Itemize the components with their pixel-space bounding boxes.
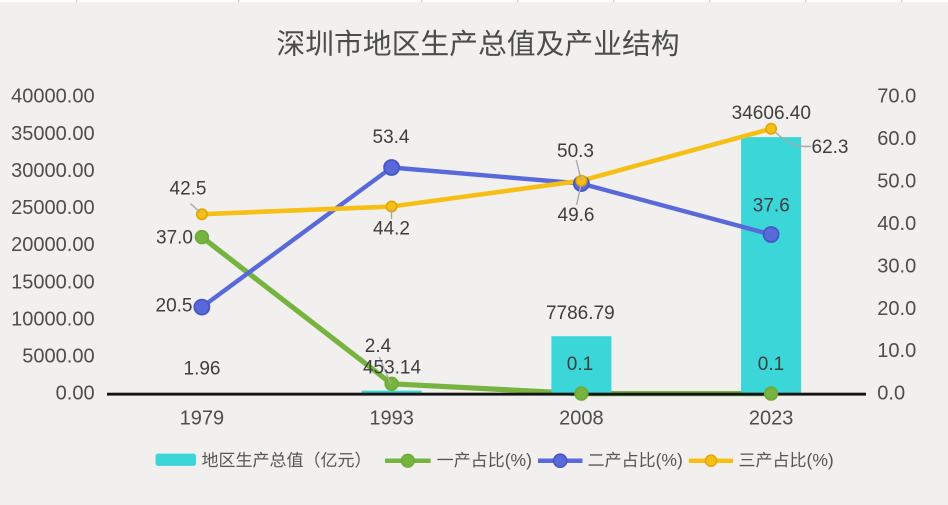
svg-text:10000.00: 10000.00 — [11, 308, 94, 330]
svg-text:5000.00: 5000.00 — [22, 345, 94, 367]
svg-text:1993: 1993 — [369, 407, 414, 429]
svg-text:37.6: 37.6 — [753, 196, 790, 217]
svg-text:0.1: 0.1 — [758, 354, 784, 375]
svg-text:49.6: 49.6 — [558, 205, 595, 226]
svg-text:40.0: 40.0 — [877, 213, 916, 235]
svg-text:53.4: 53.4 — [373, 127, 410, 148]
svg-text:20.5: 20.5 — [156, 295, 193, 316]
svg-text:0.00: 0.00 — [56, 383, 95, 405]
svg-text:1.96: 1.96 — [184, 359, 221, 380]
svg-text:30000.00: 30000.00 — [11, 160, 94, 182]
svg-text:20000.00: 20000.00 — [11, 234, 94, 256]
svg-text:50.3: 50.3 — [557, 141, 594, 162]
svg-text:10.0: 10.0 — [877, 340, 916, 362]
svg-text:2.4: 2.4 — [365, 336, 392, 357]
svg-text:(%): (%) — [505, 450, 532, 470]
svg-text:37.0: 37.0 — [156, 227, 193, 248]
svg-text:7786.79: 7786.79 — [546, 303, 615, 324]
svg-text:34606.40: 34606.40 — [732, 103, 811, 124]
svg-text:15000.00: 15000.00 — [11, 271, 94, 293]
svg-text:0.0: 0.0 — [877, 383, 905, 405]
svg-text:20.0: 20.0 — [877, 298, 916, 320]
svg-text:(%): (%) — [807, 450, 834, 470]
svg-text:60.0: 60.0 — [877, 128, 916, 150]
svg-text:42.5: 42.5 — [170, 179, 207, 200]
svg-text:2023: 2023 — [749, 407, 794, 429]
svg-text:62.3: 62.3 — [812, 137, 849, 158]
svg-text:1979: 1979 — [180, 407, 225, 429]
svg-text:25000.00: 25000.00 — [11, 197, 94, 219]
svg-text:0.1: 0.1 — [567, 354, 593, 375]
svg-text:(%): (%) — [656, 450, 683, 470]
svg-text:453.14: 453.14 — [363, 357, 422, 378]
svg-text:50.0: 50.0 — [877, 171, 916, 193]
svg-text:40000.00: 40000.00 — [11, 86, 94, 108]
svg-text:30.0: 30.0 — [877, 255, 916, 277]
svg-text:44.2: 44.2 — [373, 219, 410, 240]
svg-text:70.0: 70.0 — [877, 86, 916, 108]
svg-text:2008: 2008 — [559, 407, 604, 429]
svg-text:35000.00: 35000.00 — [11, 123, 94, 145]
